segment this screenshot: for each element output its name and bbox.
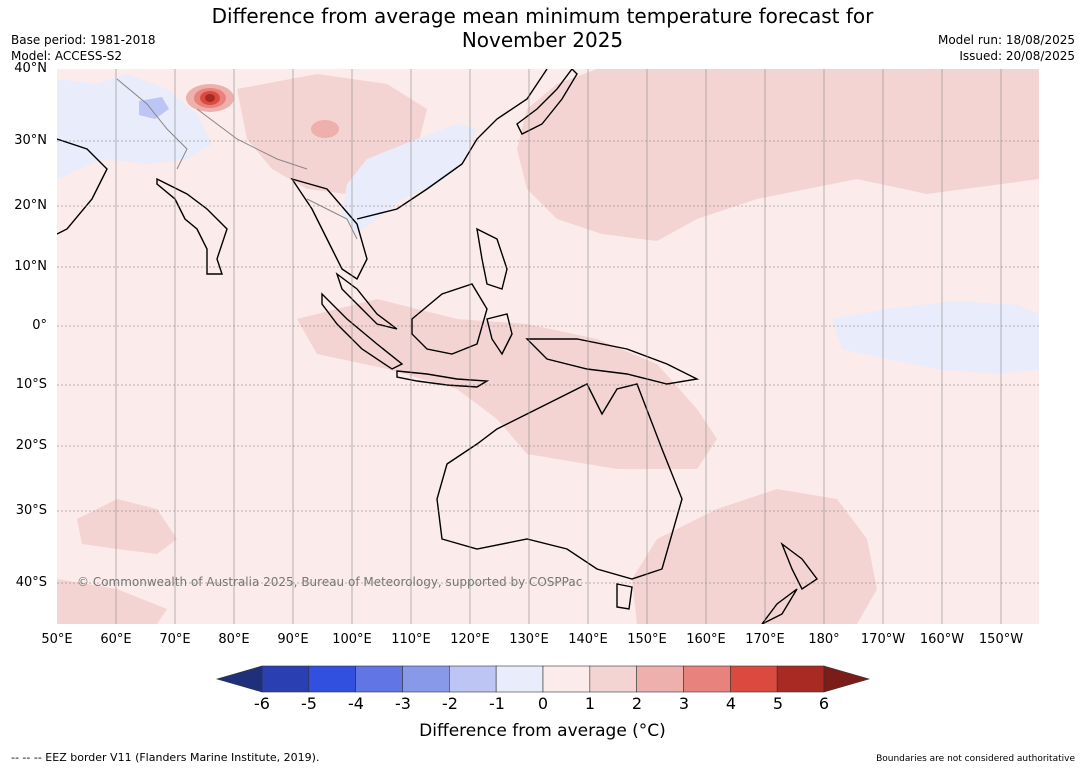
colorbar-segment — [636, 665, 684, 693]
coast-tasmania — [616, 583, 633, 610]
lon-label: 170°W — [860, 632, 906, 647]
anomaly-zone-north-pacific — [517, 69, 1039, 241]
copyright-notice: © Commonwealth of Australia 2025, Bureau… — [77, 575, 583, 589]
lon-label: 180° — [808, 632, 840, 647]
anomaly-zone-cold-core — [139, 97, 169, 119]
coast-japan — [516, 69, 578, 135]
colorbar-extend-low — [215, 665, 263, 693]
colorbar-label: Difference from average (°C) — [419, 721, 666, 741]
chart-title: Difference from average mean minimum tem… — [0, 4, 1085, 52]
colorbar-tick: 1 — [584, 694, 596, 713]
colorbar-segment — [261, 665, 310, 693]
coast-new-zealand-north — [780, 541, 819, 591]
eez-note: -- -- -- EEZ border V11 (Flanders Marine… — [11, 751, 320, 764]
colorbar-segment — [495, 665, 544, 693]
anomaly-zone-indonesia — [297, 299, 717, 469]
colorbar-tick: -5 — [301, 694, 317, 713]
colorbar-segment — [449, 665, 497, 693]
colorbar-tick: -4 — [348, 694, 364, 713]
colorbar-segment — [589, 665, 637, 693]
lon-label: 70°E — [159, 632, 191, 647]
colorbar-tick: 2 — [631, 694, 643, 713]
anomaly-zone-equatorial-pacific — [832, 301, 1039, 374]
lon-label: 120°E — [450, 632, 490, 647]
coast-arabia — [57, 138, 108, 235]
anomaly-zone-south-china — [342, 124, 477, 234]
lat-label: 40°S — [15, 575, 47, 590]
boundary-disclaimer: Boundaries are not considered authoritat… — [876, 754, 1075, 764]
lon-label: 100°E — [332, 632, 372, 647]
lon-label: 140°E — [568, 632, 608, 647]
colorbar-tick: -2 — [442, 694, 458, 713]
colorbar-segments — [215, 665, 871, 693]
issued-date: Issued: 20/08/2025 — [959, 49, 1075, 63]
lat-label: 10°N — [14, 259, 47, 274]
model-info: Base period: 1981-2018 Model: ACCESS-S2 — [11, 32, 156, 64]
coast-china — [356, 69, 548, 220]
anomaly-zone-south-pacific — [632, 489, 877, 624]
coast-indochina — [290, 177, 368, 281]
colorbar-tick: 0 — [537, 694, 549, 713]
colorbar-segment — [683, 665, 731, 693]
model-run: Model run: 18/08/2025 — [937, 33, 1075, 47]
colorbar-segment — [402, 665, 450, 693]
title-line-1: Difference from average mean minimum tem… — [211, 4, 874, 28]
lon-label: 60°E — [100, 632, 132, 647]
model-name: Model: ACCESS-S2 — [11, 49, 123, 63]
colorbar-tick: 5 — [772, 694, 784, 713]
colorbar-extend-high — [823, 665, 871, 693]
colorbar-tick: -1 — [489, 694, 505, 713]
lat-label: 30°S — [15, 503, 47, 518]
lat-label: 10°S — [15, 377, 47, 392]
lon-label: 50°E — [41, 632, 73, 647]
lat-label: 20°N — [14, 198, 47, 213]
colorbar-tick: 4 — [725, 694, 737, 713]
map-canvas — [57, 69, 1039, 624]
anomaly-hotspot-core — [205, 94, 215, 102]
coast-new-guinea — [525, 338, 700, 385]
coastlines — [57, 69, 819, 624]
lat-label: 40°N — [14, 61, 47, 76]
colorbar-tick: 3 — [678, 694, 690, 713]
graticule-meridians — [115, 69, 1002, 624]
lon-label: 80°E — [218, 632, 250, 647]
coast-malay — [335, 272, 398, 330]
lon-label: 170°E — [745, 632, 785, 647]
lat-label: 20°S — [15, 438, 47, 453]
lon-label: 150°W — [978, 632, 1024, 647]
lat-label: 30°N — [14, 133, 47, 148]
lat-label: 0° — [32, 318, 47, 333]
base-period: Base period: 1981-2018 — [11, 33, 156, 47]
colorbar-segment — [776, 665, 825, 693]
lon-label: 160°E — [686, 632, 726, 647]
title-line-2: November 2025 — [461, 28, 624, 52]
colorbar-segment — [308, 665, 356, 693]
lon-label: 110°E — [391, 632, 431, 647]
lon-label: 150°E — [627, 632, 667, 647]
coast-sulawesi — [486, 313, 513, 356]
anomaly-zone-central-asia — [57, 74, 212, 179]
lon-label: 130°E — [509, 632, 549, 647]
colorbar-segment — [355, 665, 403, 693]
lon-label: 160°W — [919, 632, 965, 647]
colorbar-tick: 6 — [818, 694, 830, 713]
forecast-map — [57, 69, 1039, 624]
coast-java — [396, 370, 490, 388]
lon-label: 90°E — [277, 632, 309, 647]
colorbar-tick: -3 — [395, 694, 411, 713]
border-himalaya — [196, 108, 308, 170]
colorbar-segment — [542, 665, 591, 693]
anomaly-spot-tibet — [311, 120, 339, 138]
colorbar-segment — [730, 665, 778, 693]
border-central-asia — [116, 78, 188, 170]
colorbar — [215, 665, 871, 693]
run-info: Model run: 18/08/2025 Issued: 20/08/2025 — [938, 32, 1075, 64]
coast-borneo — [411, 283, 488, 355]
coast-new-zealand-south — [761, 588, 798, 624]
anomaly-zone-sw-indian — [77, 499, 177, 554]
colorbar-tick: -6 — [254, 694, 270, 713]
coast-sumatra — [321, 292, 404, 370]
anomaly-zone-south-indian — [57, 579, 167, 624]
coast-philippines — [476, 227, 508, 290]
